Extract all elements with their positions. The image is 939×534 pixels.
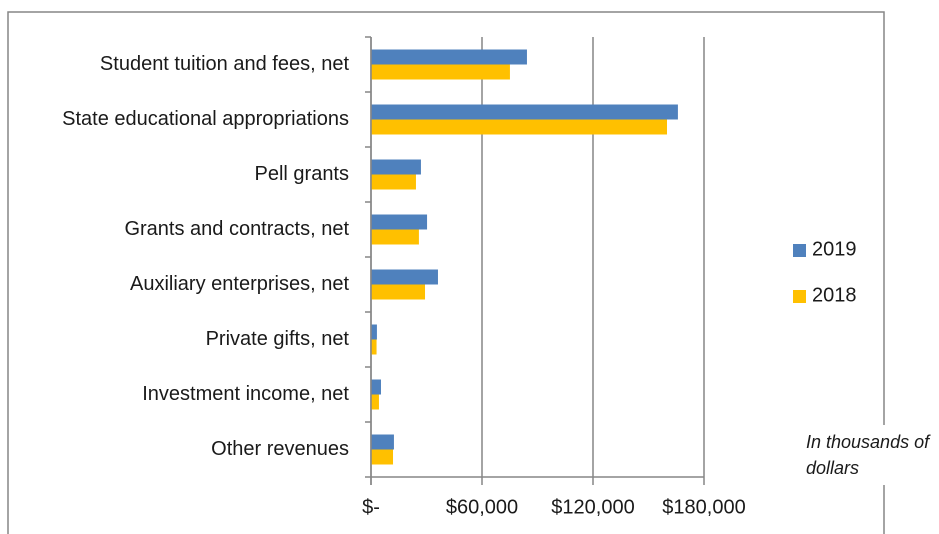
annotation: In thousands of: [806, 432, 931, 452]
bar: [371, 434, 394, 450]
bar: [371, 64, 510, 80]
bar: [371, 324, 377, 340]
legend-label: 2019: [812, 238, 857, 260]
legend-swatch: [793, 244, 806, 257]
bar: [371, 174, 416, 190]
bar: [371, 159, 421, 175]
y-tick-label: Student tuition and fees, net: [100, 53, 350, 75]
annotation: dollars: [806, 458, 859, 478]
x-tick-label: $60,000: [446, 496, 518, 518]
y-tick-label: Pell grants: [255, 163, 350, 185]
legend-swatch: [793, 290, 806, 303]
bar: [371, 229, 419, 245]
y-tick-label: State educational appropriations: [62, 108, 349, 130]
y-tick-label: Other revenues: [211, 438, 349, 460]
x-tick-label: $-: [362, 496, 380, 518]
bar: [371, 104, 678, 120]
chart-frame: [7, 11, 885, 534]
y-tick-label: Private gifts, net: [206, 328, 350, 350]
bar: [371, 394, 379, 410]
bar: [371, 284, 426, 300]
y-tick-label: Investment income, net: [142, 383, 349, 405]
bar: [371, 214, 428, 230]
legend-label: 2018: [812, 284, 857, 306]
bar: [371, 269, 438, 285]
bar: [371, 449, 394, 465]
bar: [371, 119, 667, 135]
y-tick-label: Grants and contracts, net: [124, 218, 349, 240]
x-tick-label: $180,000: [662, 496, 745, 518]
bar: [371, 379, 381, 395]
x-tick-label: $120,000: [551, 496, 634, 518]
bar: [371, 339, 377, 355]
annotation-bg: [800, 425, 939, 485]
bar: [371, 49, 527, 65]
y-tick-label: Auxiliary enterprises, net: [130, 273, 349, 295]
